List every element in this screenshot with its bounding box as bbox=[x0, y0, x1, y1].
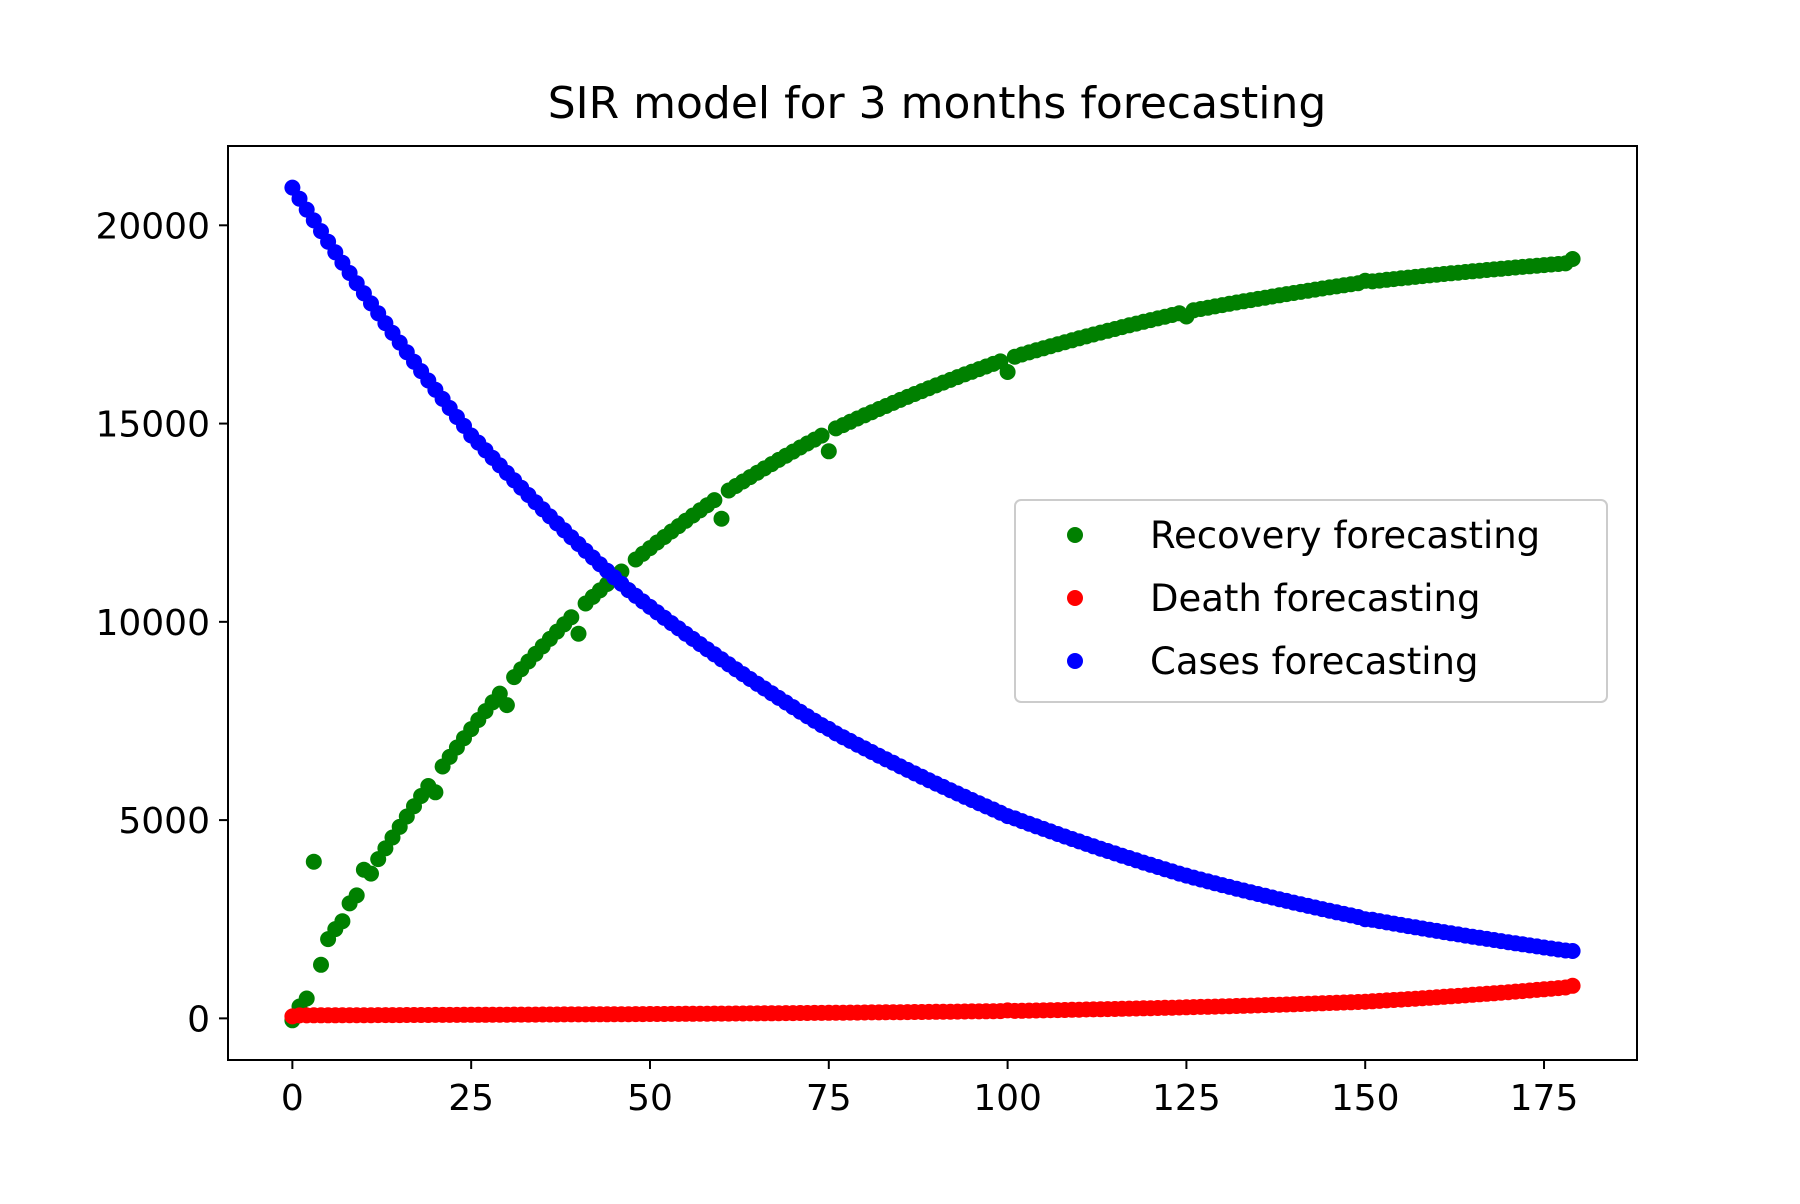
data-point bbox=[1564, 943, 1581, 959]
chart-title: SIR model for 3 months forecasting bbox=[548, 78, 1327, 129]
series-recovery-forecasting bbox=[284, 251, 1581, 1029]
data-point bbox=[820, 443, 837, 460]
legend-marker bbox=[1067, 590, 1083, 606]
legend-label: Recovery forecasting bbox=[1150, 514, 1540, 557]
data-point bbox=[1564, 251, 1581, 267]
data-point bbox=[363, 865, 379, 882]
series-cases-forecasting bbox=[284, 179, 1581, 959]
data-point bbox=[498, 697, 515, 714]
plot-axes: 0 25 50 75 100 125 150 175 0 5000 10000 15000 20000 bbox=[95, 145, 1638, 1119]
data-point bbox=[348, 887, 365, 904]
data-point bbox=[999, 364, 1016, 380]
legend-label: Cases forecasting bbox=[1150, 640, 1478, 683]
chart-legend: Recovery forecasting Death forecasting Cas… bbox=[1014, 499, 1608, 703]
y-tick-label: 20000 bbox=[95, 206, 210, 247]
plot-frame bbox=[227, 145, 1638, 1061]
x-tick-label: 0 bbox=[281, 1078, 304, 1119]
data-point bbox=[427, 784, 444, 801]
x-tick-label: 100 bbox=[973, 1078, 1042, 1119]
data-point bbox=[313, 956, 329, 973]
x-tick-label: 175 bbox=[1510, 1078, 1579, 1119]
legend-label: Death forecasting bbox=[1150, 577, 1481, 620]
series-death-forecasting bbox=[284, 977, 1581, 1025]
legend-marker bbox=[1067, 527, 1083, 543]
data-point bbox=[813, 427, 830, 444]
x-tick-label: 75 bbox=[806, 1078, 852, 1119]
y-tick-label: 15000 bbox=[95, 405, 210, 446]
data-point bbox=[713, 510, 730, 527]
y-tick-label: 10000 bbox=[95, 603, 210, 644]
data-point bbox=[563, 609, 580, 626]
legend-marker bbox=[1067, 653, 1083, 669]
y-tick-label: 0 bbox=[187, 999, 210, 1040]
data-point bbox=[305, 853, 322, 870]
legend-box bbox=[1014, 499, 1608, 703]
data-point bbox=[298, 990, 315, 1007]
data-point bbox=[1564, 977, 1581, 994]
data-point bbox=[570, 625, 587, 642]
data-point bbox=[706, 492, 723, 509]
plot-marks bbox=[284, 179, 1581, 1029]
x-tick-label: 50 bbox=[627, 1078, 673, 1119]
x-tick-label: 150 bbox=[1331, 1078, 1400, 1119]
data-point bbox=[491, 685, 508, 702]
y-tick-label: 5000 bbox=[118, 801, 210, 842]
data-point bbox=[334, 913, 351, 930]
x-tick-label: 125 bbox=[1152, 1078, 1221, 1119]
x-tick-label: 25 bbox=[448, 1078, 494, 1119]
